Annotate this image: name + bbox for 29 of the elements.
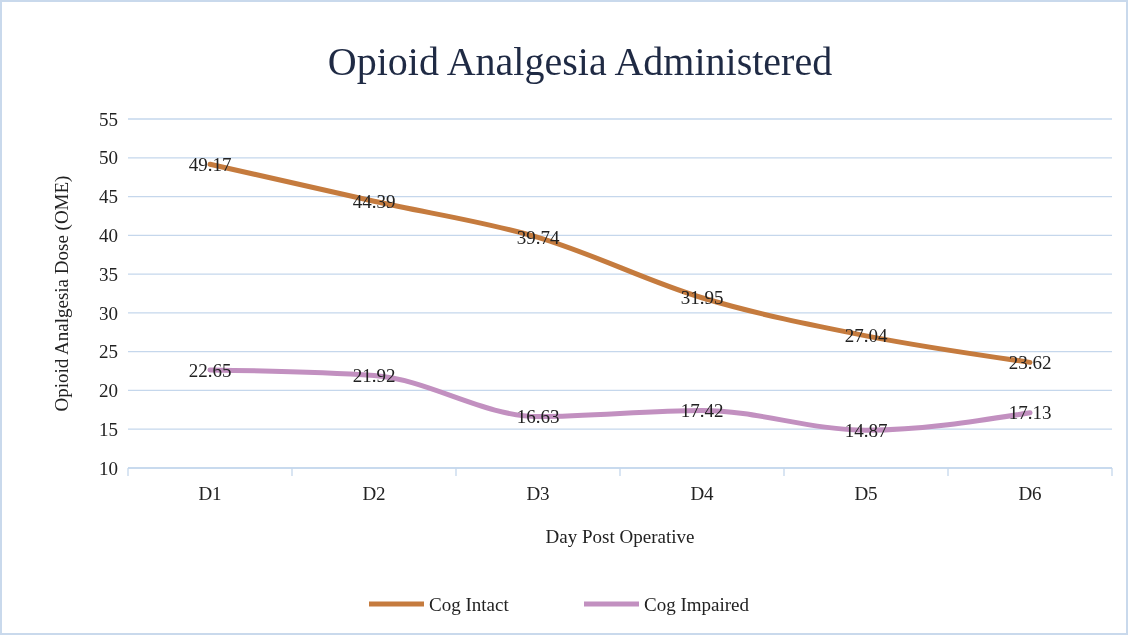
x-tick-label: D3	[526, 483, 550, 504]
y-tick-label: 40	[99, 224, 118, 246]
data-label: 14.87	[844, 419, 888, 441]
data-label: 16.63	[516, 406, 560, 428]
data-label: 17.13	[1008, 402, 1052, 424]
data-label: 23.62	[1008, 352, 1052, 374]
data-label: 49.17	[188, 153, 232, 175]
y-tick-label: 15	[99, 418, 118, 440]
y-tick-label: 45	[99, 186, 118, 208]
data-label: 22.65	[188, 359, 232, 381]
y-axis-title: Opioid Analgesia Dose (OME)	[51, 175, 73, 412]
y-tick-label: 55	[99, 108, 118, 130]
x-tick-label: D6	[1018, 483, 1042, 504]
y-tick-label: 25	[99, 341, 118, 363]
legend-label: Cog Intact	[429, 593, 510, 615]
x-tick-label: D5	[854, 483, 878, 504]
y-tick-label: 20	[99, 380, 118, 402]
x-tick-label: D4	[690, 483, 715, 504]
legend-label: Cog Impaired	[644, 593, 750, 615]
y-tick-label: 30	[99, 302, 118, 324]
y-tick-label: 50	[99, 147, 118, 169]
x-tick-label: D1	[198, 483, 222, 504]
chart-title: Opioid Analgesia Administered	[327, 39, 833, 84]
data-label: 17.42	[680, 400, 724, 422]
x-axis-title: Day Post Operative	[545, 526, 695, 547]
data-label: 21.92	[352, 365, 396, 387]
x-tick-label: D2	[362, 483, 386, 504]
y-tick-label: 10	[99, 457, 118, 479]
y-tick-label: 35	[99, 263, 118, 285]
